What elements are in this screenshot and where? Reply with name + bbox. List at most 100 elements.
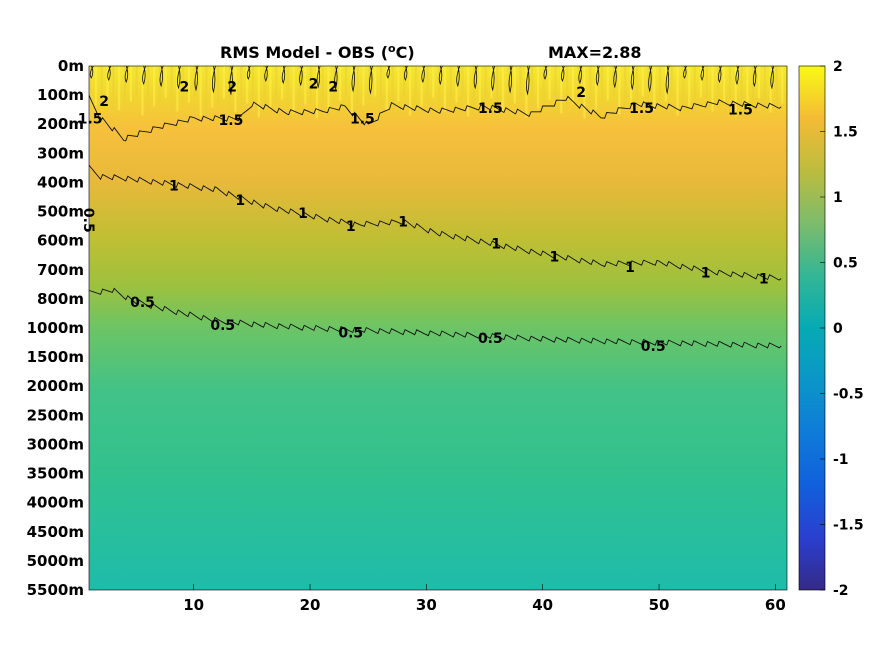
contour-line-2-segment xyxy=(246,66,251,80)
contour-label: 2 xyxy=(180,79,190,95)
y-tick-label: 100m xyxy=(37,86,84,104)
colorbar-ticks: 2 1.5 1 0.5 0 -0.5 -1 -1.5 -2 xyxy=(820,59,864,599)
contour-line-2-segment xyxy=(665,66,670,95)
contour-label: 2 xyxy=(227,79,237,95)
contour-label: 0.5 xyxy=(210,318,235,334)
contour-line-2-segment xyxy=(456,66,461,88)
y-tick-label: 4000m xyxy=(27,494,84,512)
contour-label: 0.5 xyxy=(80,208,96,233)
contour-line-2-segment xyxy=(159,66,164,88)
colorbar: 2 1.5 1 0.5 0 -0.5 -1 -1.5 -2 xyxy=(798,59,864,599)
contour-label: 0.5 xyxy=(641,339,666,355)
contour-label: 2 xyxy=(328,79,338,95)
contour-label: 1 xyxy=(491,237,501,253)
contour-line-2-segment xyxy=(107,66,112,81)
contour-line-2-segment xyxy=(473,66,478,90)
y-tick-label: 3000m xyxy=(27,435,84,453)
y-tick-label: 2500m xyxy=(27,406,84,424)
y-tick-label: 4500m xyxy=(27,523,84,541)
contour-label: 1.5 xyxy=(219,113,244,129)
colorbar-tick-label: 0.5 xyxy=(833,256,858,272)
colorbar-tick-label: 0 xyxy=(833,321,843,337)
contour-lines xyxy=(89,66,782,349)
x-tick-label: 10 xyxy=(183,596,204,614)
y-tick-label: 300m xyxy=(37,144,84,162)
colorbar-tick-label: -0.5 xyxy=(833,387,864,403)
colorbar-tick-label: -1 xyxy=(833,452,849,468)
contour-line-2-segment xyxy=(595,66,600,87)
contour-label: 0.5 xyxy=(338,325,363,341)
title-row: RMS Model - OBS (oC) MAX=2.88 xyxy=(220,42,642,62)
contour-label: 1 xyxy=(759,272,769,288)
contour-line-2-segment xyxy=(543,66,548,80)
y-tick-label: 200m xyxy=(37,115,84,133)
x-tick-label: 50 xyxy=(649,596,670,614)
y-tick-label: 3500m xyxy=(27,465,84,483)
colorbar-tick-label: -2 xyxy=(833,583,849,599)
title-unit: C) xyxy=(396,43,415,62)
contour-line-2-segment xyxy=(770,66,775,90)
x-tick-label: 40 xyxy=(532,596,553,614)
y-tick-label: 0m xyxy=(58,57,84,75)
contour-label: 1.5 xyxy=(78,111,103,127)
contour-line-1-5 xyxy=(89,95,782,142)
contour-line-2-segment xyxy=(491,66,496,92)
contour-label: 1 xyxy=(625,260,635,276)
contour-label: 1 xyxy=(346,219,356,235)
contour-line-2-segment xyxy=(752,66,757,88)
x-axis: 10 20 30 40 50 60 xyxy=(183,584,786,614)
contour-line-2-segment xyxy=(613,66,618,89)
contour-label: 0.5 xyxy=(478,331,503,347)
colorbar-tick-label: 1.5 xyxy=(833,125,858,141)
contour-label: 1.5 xyxy=(478,101,503,117)
contour-label: 1.5 xyxy=(629,101,654,117)
chart-title: RMS Model - OBS (oC) xyxy=(220,42,415,62)
colorbar-tick-label: 1 xyxy=(833,190,843,206)
contour-line-0-5 xyxy=(89,287,782,349)
contour-label: 1 xyxy=(549,250,559,266)
x-tick-label: 20 xyxy=(300,596,321,614)
x-tick-label: 30 xyxy=(416,596,437,614)
contour-line-2-segment xyxy=(578,66,583,84)
contour-line-2-segment xyxy=(124,66,129,83)
y-axis: 0m 100m 200m 300m 400m 500m 600m 700m 800m 1000m 1… xyxy=(27,57,84,599)
degree-sup: o xyxy=(388,42,396,55)
contour-line-2-segment xyxy=(299,66,304,87)
contour-line-1 xyxy=(89,164,782,281)
contour-line-2-segment xyxy=(281,66,286,84)
heatmap-field xyxy=(89,66,787,590)
contour-line-2-segment xyxy=(403,66,408,81)
contour-line-2-segment xyxy=(316,66,321,89)
max-value: MAX=2.88 xyxy=(548,43,642,62)
contour-line-2-segment xyxy=(421,66,426,83)
contour-line-2-segment xyxy=(630,66,635,91)
contour-line-2-segment xyxy=(89,66,94,79)
contour-label: 1 xyxy=(398,215,408,231)
y-tick-label: 700m xyxy=(37,261,84,279)
plot-frame xyxy=(88,65,788,591)
contour-line-2-segment xyxy=(560,66,565,82)
contour-label: 1 xyxy=(235,193,245,209)
y-tick-label: 800m xyxy=(37,290,84,308)
y-tick-label: 5500m xyxy=(27,581,84,599)
contour-label: 0.5 xyxy=(130,295,155,311)
colorbar-tick-label: 2 xyxy=(833,59,843,75)
contour-label: 1 xyxy=(169,178,179,194)
contour-line-2-segment xyxy=(229,66,234,96)
contour-label: 1.5 xyxy=(728,103,753,119)
contour-label: 2 xyxy=(309,76,319,92)
contour-line-2-segment xyxy=(508,66,513,94)
contour-line-2-segment xyxy=(526,66,530,96)
contour-line-2-segment xyxy=(351,66,356,93)
y-tick-label: 1500m xyxy=(27,348,84,366)
contour-label: 1 xyxy=(701,266,711,282)
y-tick-label: 500m xyxy=(37,203,84,221)
y-tick-label: 1000m xyxy=(27,319,84,337)
colorbar-tick-label: -1.5 xyxy=(833,518,864,534)
contour-line-2-segment xyxy=(700,66,705,81)
x-tick-label: 60 xyxy=(765,596,786,614)
contour-line-2-segment xyxy=(735,66,740,86)
